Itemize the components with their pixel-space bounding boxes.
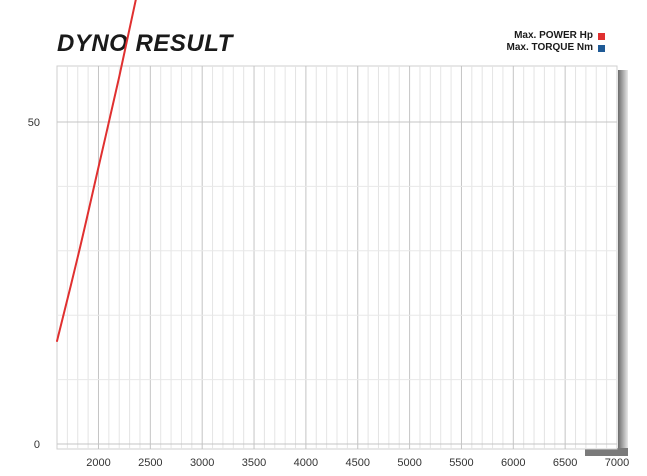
x-tick-label: 5500 [449,457,473,469]
legend-swatch-torque [598,44,605,52]
legend-swatch-power [598,32,605,40]
x-axis-ticks: 2000 2500 3000 3500 4000 4500 5000 5500 6000 6500… [86,457,629,469]
x-tick-label: 7000 [605,457,629,469]
x-tick-label: 4500 [345,457,369,469]
chart-title: DYNO RESULT [57,30,233,57]
chart-legend: Max. POWER Hp Max. TORQUE Nm [506,30,605,54]
y-tick-label: 0 [34,439,40,451]
x-tick-label: 5000 [397,457,421,469]
x-tick-label: 3500 [242,457,266,469]
y-tick-label: 50 [28,117,40,129]
legend-item-torque: Max. TORQUE Nm [506,42,605,54]
x-tick-label: 6000 [501,457,525,469]
legend-label-power: Max. POWER Hp [514,30,593,41]
x-tick-label: 6500 [553,457,577,469]
y-axis-ticks: 050100150200250300350400450500550 [28,117,40,451]
x-tick-label: 3000 [190,457,214,469]
legend-item-power: Max. POWER Hp [507,30,605,42]
grid-vertical [66,66,608,449]
x-tick-label: 4000 [294,457,318,469]
plot-shadow-bottom [585,448,628,456]
x-tick-label: 2500 [138,457,162,469]
x-tick-label: 2000 [86,457,110,469]
plot-shadow-right [618,70,628,455]
legend-label-torque: Max. TORQUE Nm [506,42,594,53]
grid-horizontal [57,121,617,445]
